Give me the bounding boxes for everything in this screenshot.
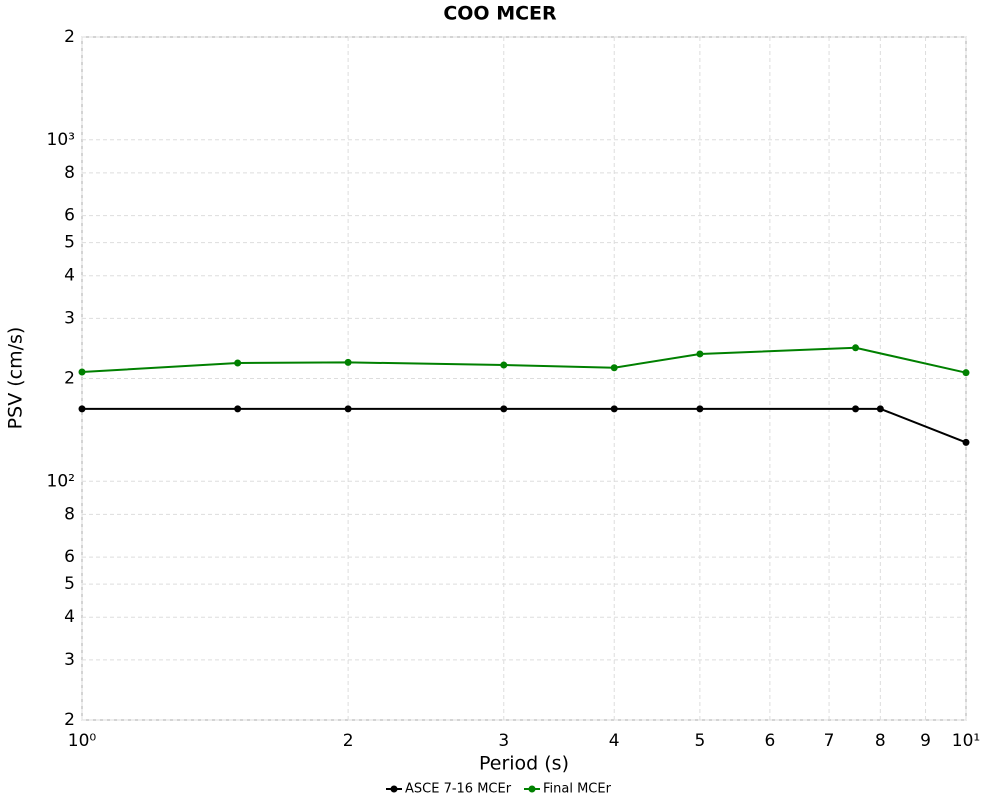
x-tick-label: 5 — [694, 731, 705, 751]
y-tick-label: 8 — [64, 504, 75, 524]
y-tick-label: 10³ — [47, 130, 75, 150]
y-tick-label: 2 — [64, 710, 75, 730]
x-tick-label: 9 — [920, 731, 931, 751]
y-tick-label: 6 — [64, 547, 75, 567]
y-tick-label: 4 — [64, 266, 75, 286]
legend-entry: Final MCEr — [524, 782, 612, 797]
data-point — [234, 405, 242, 413]
data-point — [610, 364, 618, 372]
data-point — [876, 405, 884, 413]
y-tick-label: 4 — [64, 607, 75, 627]
y-tick-label: 5 — [64, 233, 75, 253]
legend-marker — [528, 785, 536, 793]
x-tick-label: 4 — [609, 731, 620, 751]
y-axis-label: PSV (cm/s) — [5, 327, 27, 430]
data-point — [234, 359, 242, 367]
data-point — [696, 350, 704, 358]
x-tick-label: 6 — [764, 731, 775, 751]
legend-label: ASCE 7-16 MCEr — [405, 782, 512, 797]
y-tick-label: 3 — [64, 650, 75, 670]
x-tick-label: 10¹ — [952, 731, 980, 751]
x-tick-label: 2 — [343, 731, 354, 751]
data-point — [78, 405, 86, 413]
data-point — [500, 361, 508, 369]
y-tick-label: 2 — [64, 369, 75, 389]
legend-marker — [390, 785, 398, 793]
legend-entry: ASCE 7-16 MCEr — [386, 782, 512, 797]
x-tick-label: 10⁰ — [68, 731, 97, 751]
data-point — [962, 438, 970, 446]
x-tick-label: 3 — [498, 731, 509, 751]
data-point — [696, 405, 704, 413]
y-tick-label: 2 — [64, 27, 75, 47]
y-tick-label: 10² — [47, 471, 75, 491]
data-point — [852, 344, 860, 352]
data-point — [344, 358, 352, 366]
data-point — [78, 368, 86, 376]
x-tick-label: 8 — [875, 731, 886, 751]
legend-label: Final MCEr — [543, 782, 612, 797]
data-point — [500, 405, 508, 413]
y-tick-label: 5 — [64, 574, 75, 594]
y-tick-label: 6 — [64, 206, 75, 226]
x-axis-label: Period (s) — [479, 753, 569, 775]
y-tick-label: 3 — [64, 308, 75, 328]
data-point — [344, 405, 352, 413]
data-point — [962, 369, 970, 377]
series-line — [81, 346, 967, 374]
chart-title: COO MCER — [443, 3, 557, 25]
data-point — [610, 405, 618, 413]
data-point — [852, 405, 860, 413]
y-tick-label: 8 — [64, 163, 75, 183]
x-tick-label: 7 — [824, 731, 835, 751]
series-line — [82, 407, 967, 444]
